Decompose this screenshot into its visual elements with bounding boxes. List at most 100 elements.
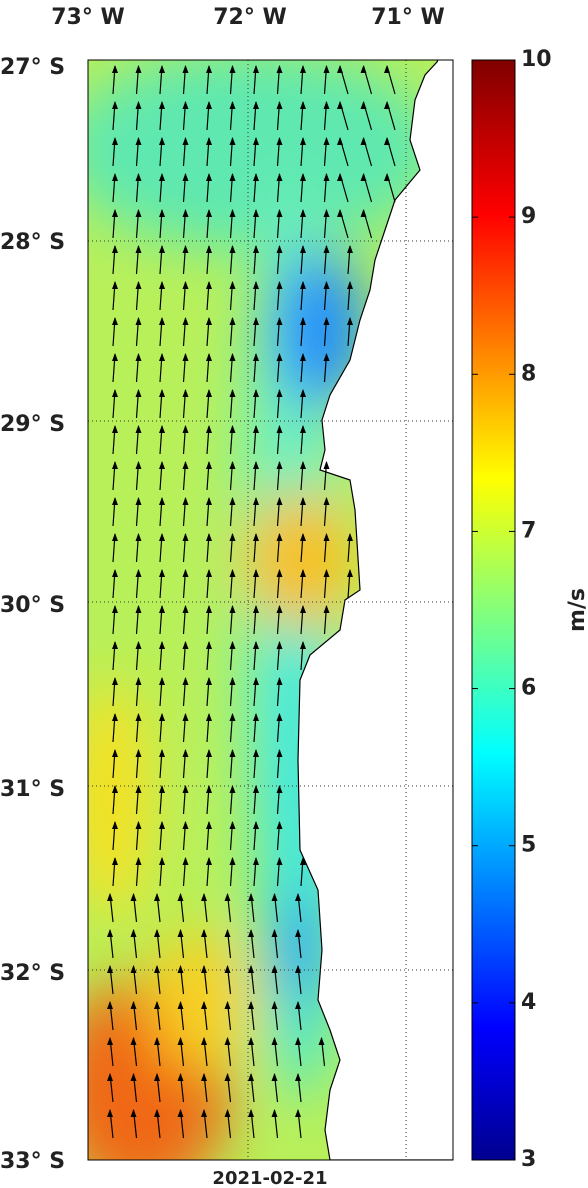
arrow-head <box>182 173 189 181</box>
date-label: 2021-02-21 <box>212 1168 327 1188</box>
arrow-head <box>206 389 212 397</box>
arrow-head <box>295 1037 301 1045</box>
arrow-head <box>206 209 212 217</box>
arrow-head <box>206 173 212 181</box>
arrow-head <box>360 137 367 145</box>
arrow-head <box>177 929 184 937</box>
arrow-head <box>276 857 283 865</box>
arrow-head <box>206 281 212 289</box>
arrow-head <box>323 65 330 73</box>
arrow-head <box>347 533 353 541</box>
lat-label: 29° S <box>0 412 65 437</box>
arrow-head <box>206 605 212 613</box>
arrow-head <box>323 101 330 109</box>
arrow-head <box>182 281 189 289</box>
lat-label: 27° S <box>0 55 65 80</box>
arrow-head <box>206 65 212 73</box>
arrow-head <box>360 65 367 73</box>
arrow-head <box>337 65 343 73</box>
arrow-head <box>135 101 142 109</box>
arrow-head <box>159 749 165 757</box>
arrow-head <box>112 281 118 289</box>
lat-label: 30° S <box>0 593 65 618</box>
arrow-head <box>276 389 283 397</box>
arrow-head <box>253 389 259 397</box>
arrow-head <box>248 965 254 973</box>
arrow-head <box>159 137 165 145</box>
arrow-head <box>271 929 278 937</box>
arrow-head <box>248 1109 254 1117</box>
arrow-head <box>112 353 118 361</box>
arrow-head <box>206 317 212 325</box>
arrow-head <box>300 605 306 613</box>
arrow-head <box>159 281 165 289</box>
arrow-head <box>177 893 184 901</box>
arrow-head <box>229 713 236 721</box>
arrow-head <box>271 1073 278 1081</box>
arrow-head <box>253 785 259 793</box>
arrow-head <box>112 857 118 865</box>
arrow-head <box>206 749 212 757</box>
arrow-head <box>276 425 283 433</box>
arrow-head <box>276 713 283 721</box>
arrow-head <box>154 929 160 937</box>
arrow-head <box>135 353 142 361</box>
arrow-head <box>323 461 330 469</box>
arrow-head <box>112 245 118 253</box>
arrow-head <box>271 1001 278 1009</box>
arrow-head <box>300 209 306 217</box>
arrow-head <box>253 497 259 505</box>
arrow-head <box>276 497 283 505</box>
arrow-head <box>206 641 212 649</box>
arrow-head <box>112 641 118 649</box>
arrow-head <box>135 209 142 217</box>
arrow-head <box>300 389 306 397</box>
arrow-head <box>135 569 142 577</box>
arrow-head <box>323 605 330 613</box>
arrow-head <box>159 857 165 865</box>
arrow-head <box>253 677 259 685</box>
arrow-head <box>276 785 283 793</box>
arrow-head <box>253 353 259 361</box>
arrow-head <box>112 101 118 109</box>
arrow-head <box>135 785 142 793</box>
arrow-head <box>229 497 236 505</box>
arrow-head <box>182 857 189 865</box>
arrow-head <box>112 785 118 793</box>
arrow-head <box>360 173 367 181</box>
arrow-head <box>206 785 212 793</box>
lon-label: 71° W <box>371 5 445 30</box>
arrow-head <box>295 965 301 973</box>
arrow-head <box>130 1073 137 1081</box>
arrow-head <box>248 929 254 937</box>
arrow-head <box>182 641 189 649</box>
arrow-head <box>276 65 283 73</box>
arrow-head <box>154 1073 160 1081</box>
arrow-head <box>276 245 283 253</box>
arrow-head <box>107 1037 113 1045</box>
wind-field <box>88 60 453 1160</box>
lat-label: 33° S <box>0 1149 65 1174</box>
arrow-head <box>182 713 189 721</box>
arrow-head <box>300 857 306 865</box>
arrow-head <box>253 209 259 217</box>
arrow-head <box>224 929 231 937</box>
arrow-head <box>224 893 231 901</box>
arrow-head <box>112 749 118 757</box>
arrow-head <box>182 209 189 217</box>
arrow-head <box>154 1037 160 1045</box>
arrow-head <box>253 821 259 829</box>
arrow-head <box>276 317 283 325</box>
arrow-head <box>135 749 142 757</box>
arrow-head <box>206 461 212 469</box>
arrow-head <box>135 677 142 685</box>
arrow-head <box>276 353 283 361</box>
arrow-head <box>248 1073 254 1081</box>
arrow-head <box>135 65 142 73</box>
arrow-head <box>323 209 330 217</box>
arrow-head <box>300 137 306 145</box>
arrow-head <box>295 929 301 937</box>
arrow-head <box>276 605 283 613</box>
arrow-head <box>112 389 118 397</box>
arrow-head <box>300 317 306 325</box>
